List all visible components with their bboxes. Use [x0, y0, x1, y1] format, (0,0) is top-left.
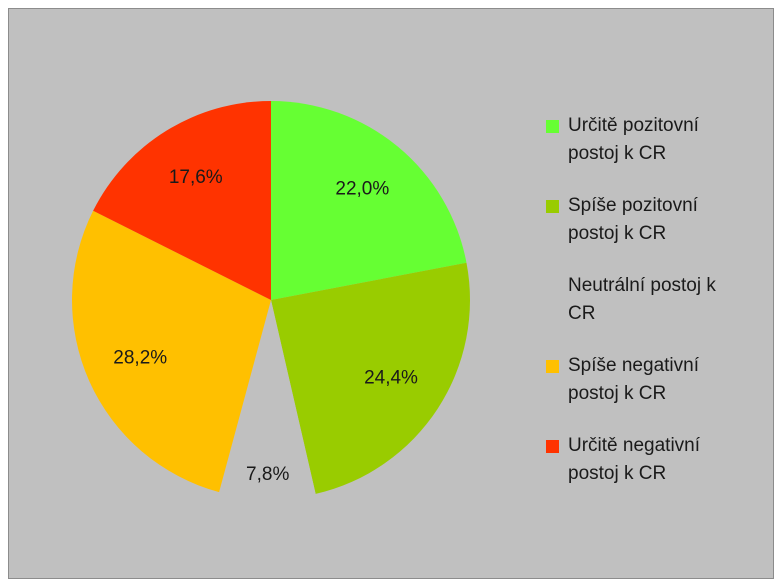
legend-swatch	[546, 360, 559, 373]
pie-slice	[271, 101, 467, 300]
data-label: 7,8%	[246, 464, 289, 485]
legend-entry: Spíše pozitovní postoj k CR	[546, 192, 746, 248]
data-label: 24,4%	[364, 367, 418, 388]
pie-slice	[72, 210, 272, 493]
data-label: 28,2%	[113, 348, 167, 369]
legend-swatch	[546, 280, 559, 293]
legend-swatch	[546, 200, 559, 213]
legend-entry: Neutrální postoj k CR	[546, 272, 746, 328]
legend-label: Spíše negativní postoj k CR	[568, 355, 699, 404]
pie-slice	[93, 101, 272, 300]
legend-label: Určitě pozitovní postoj k CR	[568, 115, 699, 164]
legend: Určitě pozitovní postoj k CR Spíše pozito…	[546, 112, 746, 512]
legend-label: Spíše pozitovní postoj k CR	[568, 195, 698, 244]
legend-entry: Určitě negativní postoj k CR	[546, 432, 746, 488]
data-label: 22,0%	[335, 179, 389, 200]
pie-slice	[219, 300, 316, 499]
legend-entry: Určitě pozitovní postoj k CR	[546, 112, 746, 168]
pie-slice	[271, 262, 470, 494]
legend-swatch	[546, 120, 559, 133]
legend-label: Určitě negativní postoj k CR	[568, 435, 701, 484]
legend-label: Neutrální postoj k CR	[568, 275, 716, 324]
legend-entry: Spíše negativní postoj k CR	[546, 352, 746, 408]
data-label: 17,6%	[169, 167, 223, 188]
legend-swatch	[546, 440, 559, 453]
